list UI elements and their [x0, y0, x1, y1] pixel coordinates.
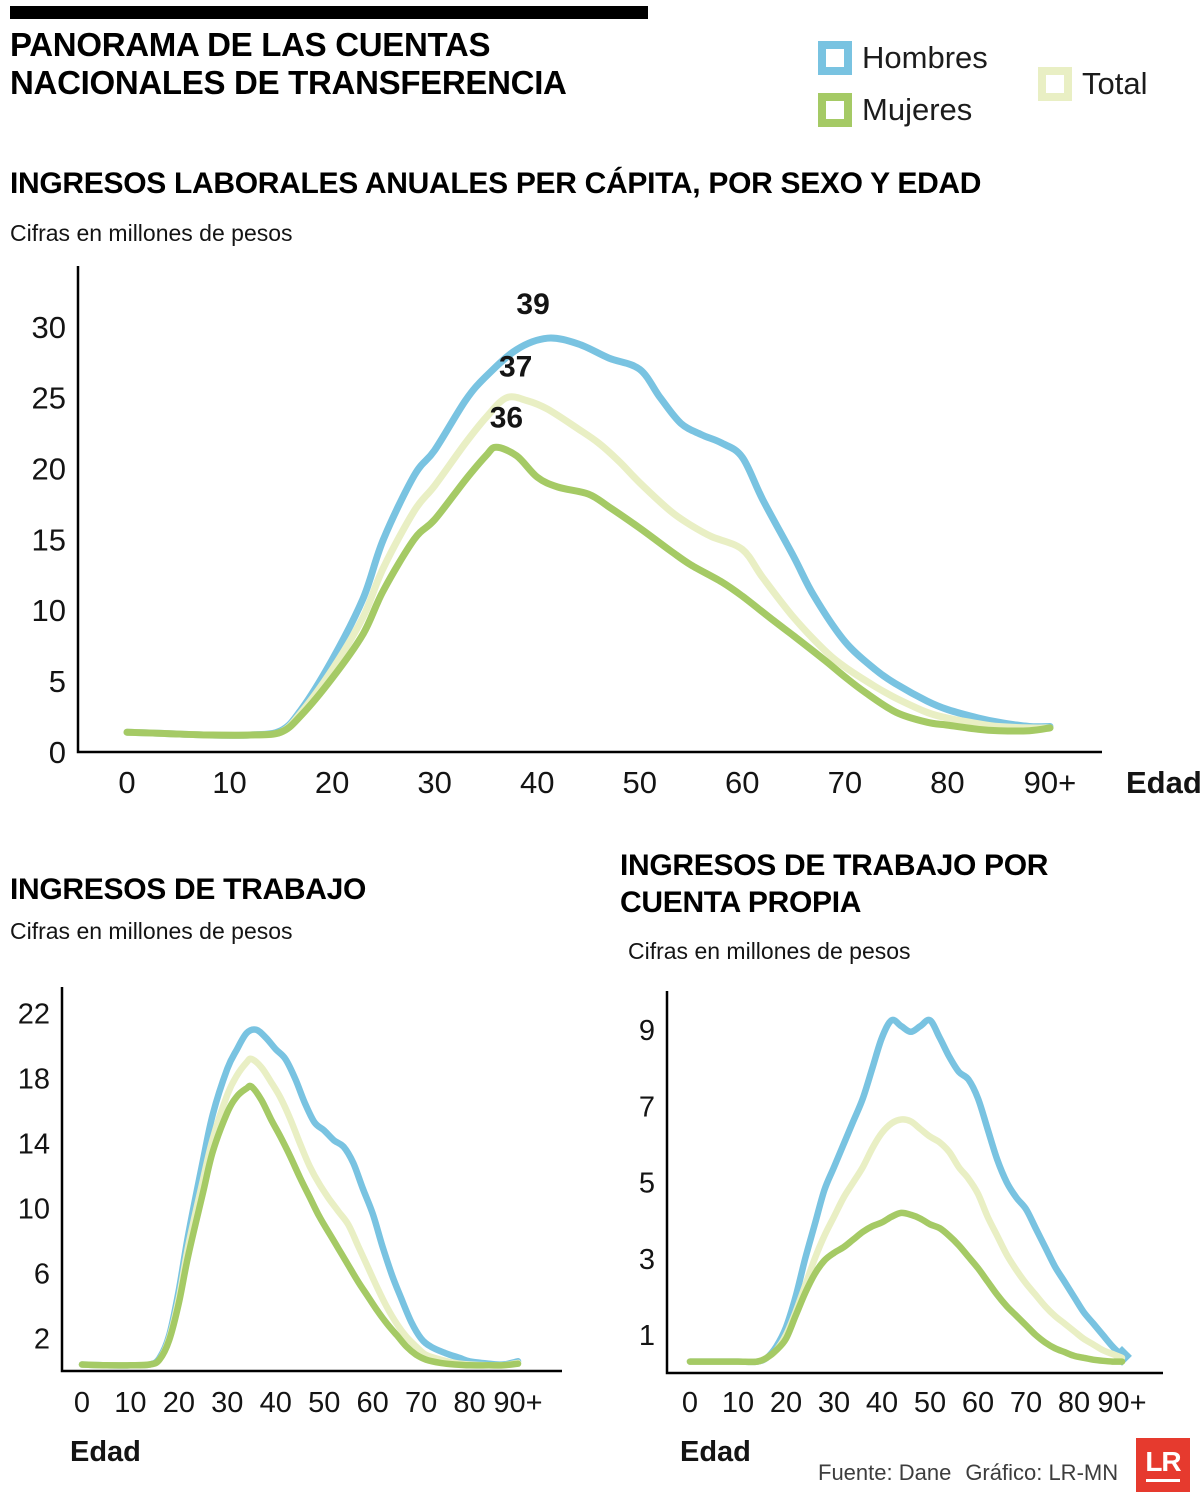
legend-swatch-total: [1038, 67, 1072, 101]
trabajo-chart-title: INGRESOS DE TRABAJO: [10, 873, 367, 906]
lr-logo-text: LR: [1145, 1446, 1181, 1477]
x-tick-label: 90+: [493, 1387, 542, 1419]
y-tick-label: 9: [639, 1015, 655, 1047]
x-tick-label: 50: [914, 1387, 946, 1419]
x-tick-label: 50: [623, 765, 657, 800]
lr-logo: LR: [1136, 1438, 1190, 1492]
footer-source: Fuente: Dane: [818, 1460, 952, 1485]
series-line-mujeres: [123, 443, 1054, 739]
trabajo-chart: 2 6 10 14 18 22 0 10 20 30 40 50 60 70 80 90+ Edad: [18, 987, 562, 1468]
x-tick-label: 70: [828, 765, 862, 800]
x-axis-title: Edad: [70, 1436, 141, 1468]
x-tick-label: 10: [722, 1387, 754, 1419]
series-line-hombres: [686, 1016, 1126, 1366]
y-tick-label: 5: [639, 1168, 655, 1200]
peak-annotation: 36: [490, 402, 523, 435]
x-tick-label: 30: [818, 1387, 850, 1419]
x-tick-label: 30: [417, 765, 451, 800]
legend-label-mujeres: Mujeres: [862, 92, 973, 127]
series-line-total: [78, 1055, 522, 1369]
x-tick-label: 20: [163, 1387, 195, 1419]
x-tick-label: 60: [725, 765, 759, 800]
x-tick-label: 80: [930, 765, 964, 800]
legend-swatch-mujeres: [818, 93, 852, 127]
x-tick-label: 10: [114, 1387, 146, 1419]
y-tick-label: 22: [18, 999, 50, 1031]
footer-credits: Fuente: Dane Gráfico: LR-MN: [818, 1460, 1118, 1486]
x-tick-label: 0: [74, 1387, 90, 1419]
y-tick-label: 18: [18, 1064, 50, 1096]
y-tick-label: 2: [34, 1324, 50, 1356]
legend-label-total: Total: [1082, 66, 1148, 101]
y-tick-label: 25: [32, 381, 66, 416]
y-tick-label: 20: [32, 451, 66, 486]
x-tick-label: 40: [866, 1387, 898, 1419]
x-tick-label: 40: [260, 1387, 292, 1419]
y-tick-label: 3: [639, 1244, 655, 1276]
main-chart: 0 5 10 15 20 25 30 0 10 20 30 40 50 60 70 80 90+ Edad 39 37…: [32, 266, 1200, 800]
x-tick-label: 0: [118, 765, 135, 800]
y-tick-label: 0: [49, 735, 66, 770]
x-tick-label: 20: [315, 765, 349, 800]
trabajo-axes: [60, 987, 562, 1373]
x-tick-label: 20: [770, 1387, 802, 1419]
y-tick-label: 10: [18, 1194, 50, 1226]
main-chart-subtitle: Cifras en millones de pesos: [10, 220, 293, 246]
y-tick-label: 5: [49, 664, 66, 699]
x-tick-label: 70: [405, 1387, 437, 1419]
x-tick-label: 50: [308, 1387, 340, 1419]
x-tick-label: 30: [211, 1387, 243, 1419]
y-tick-label: 15: [32, 522, 66, 557]
page-title-line1: PANORAMA DE LAS CUENTAS: [10, 26, 491, 63]
x-axis-title: Edad: [1126, 765, 1200, 800]
main-chart-title: INGRESOS LABORALES ANUALES PER CÁPITA, P…: [10, 167, 982, 200]
y-tick-label: 1: [639, 1320, 655, 1352]
x-tick-label: 70: [1010, 1387, 1042, 1419]
x-tick-label: 0: [682, 1387, 698, 1419]
x-tick-label: 80: [1058, 1387, 1090, 1419]
cuenta-propia-chart-title: INGRESOS DE TRABAJO POR CUENTA PROPIA: [620, 849, 1049, 919]
series-line-total: [123, 393, 1054, 739]
legend-swatch-hombres: [818, 41, 852, 75]
lr-logo-underline: [1146, 1479, 1180, 1482]
trabajo-chart-subtitle: Cifras en millones de pesos: [10, 918, 293, 944]
x-tick-label: 90+: [1024, 765, 1077, 800]
y-tick-label: 10: [32, 593, 66, 628]
y-tick-label: 14: [18, 1129, 50, 1161]
series-line-total: [686, 1116, 1126, 1366]
x-tick-label: 80: [453, 1387, 485, 1419]
cuenta-axes: [665, 991, 1163, 1375]
x-tick-label: 60: [962, 1387, 994, 1419]
series-line-hombres: [78, 1026, 522, 1369]
x-tick-label: 40: [520, 765, 554, 800]
series-line-hombres: [123, 334, 1054, 739]
x-tick-label: 60: [357, 1387, 389, 1419]
cuenta-propia-chart: 1 3 5 7 9 0 10 20 30 40 50 60 70 80 90+ Edad: [639, 991, 1163, 1468]
legend-item-hombres: Hombres: [818, 40, 988, 76]
y-tick-label: 7: [639, 1091, 655, 1123]
series-line-mujeres: [78, 1082, 522, 1369]
legend-label-hombres: Hombres: [862, 40, 988, 75]
y-tick-label: 6: [34, 1259, 50, 1291]
peak-annotation: 39: [516, 288, 549, 321]
legend-item-total: Total: [1038, 66, 1147, 102]
page-title: PANORAMA DE LAS CUENTAS NACIONALES DE TR…: [10, 26, 567, 103]
cuenta-propia-chart-subtitle: Cifras en millones de pesos: [628, 938, 911, 964]
footer-graphic-credit: Gráfico: LR-MN: [965, 1460, 1119, 1485]
x-axis-title: Edad: [680, 1436, 751, 1468]
x-tick-label: 90+: [1097, 1387, 1146, 1419]
legend-item-mujeres: Mujeres: [818, 92, 972, 128]
y-tick-label: 30: [32, 310, 66, 345]
page-title-line2: NACIONALES DE TRANSFERENCIA: [10, 64, 567, 102]
main-axes: [76, 266, 1102, 754]
peak-annotation: 37: [499, 350, 532, 383]
title-accent-bar: [10, 6, 648, 19]
series-line-mujeres: [686, 1209, 1126, 1366]
x-tick-label: 10: [212, 765, 246, 800]
